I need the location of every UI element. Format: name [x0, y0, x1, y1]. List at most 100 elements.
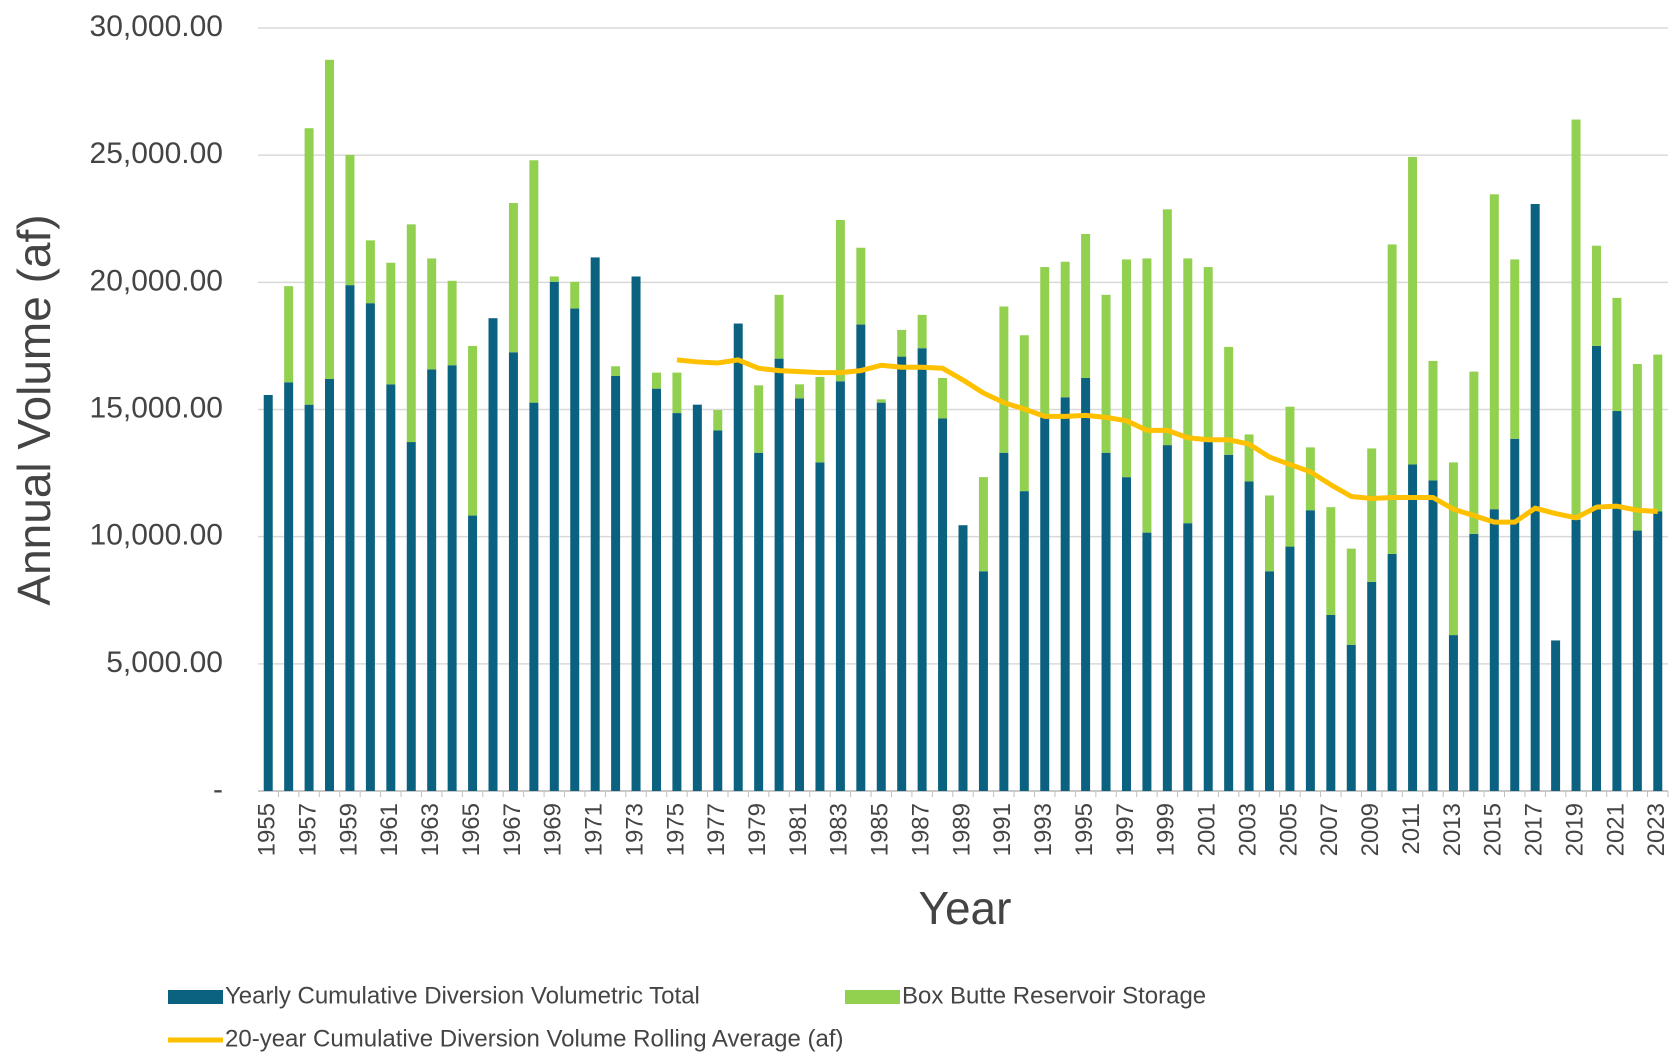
x-tick-label: 2005: [1275, 803, 1302, 856]
bar-segment: [611, 375, 621, 791]
bar-segment: [672, 413, 682, 791]
bar-segment: [304, 404, 314, 791]
bar-segment: [365, 240, 375, 304]
bar-segment: [386, 384, 396, 791]
bar-segment: [856, 324, 866, 791]
bar-segment: [406, 224, 416, 443]
x-tick-label: 1971: [581, 803, 608, 856]
bar-segment: [1305, 447, 1315, 511]
bar-segment: [1408, 156, 1418, 465]
bar-segment: [1101, 452, 1111, 791]
x-tick-label: 1965: [458, 803, 485, 856]
x-tick-label: 1959: [335, 803, 362, 856]
bar-segment: [651, 372, 661, 389]
x-tick-label: 1991: [989, 803, 1016, 856]
x-tick-label: 2013: [1439, 803, 1466, 856]
bar-segment: [938, 377, 948, 419]
bar-segment: [1571, 519, 1581, 791]
x-tick-label: 2019: [1561, 803, 1588, 856]
bar-segment: [692, 404, 702, 791]
bar-segment: [1265, 571, 1275, 791]
bar-segment: [447, 280, 457, 366]
bar-segment: [1591, 345, 1601, 791]
bar-segment: [1530, 203, 1540, 792]
bar-segment: [856, 247, 866, 325]
bar-segment: [488, 318, 498, 791]
bar-segment: [917, 348, 927, 791]
bar-segment: [427, 258, 437, 370]
bar-segment: [1632, 363, 1642, 531]
bar-segment: [570, 308, 580, 791]
y-axis-title: Annual Volume (af): [8, 214, 60, 605]
bar-segment: [427, 369, 437, 791]
bar-segment: [1612, 297, 1622, 412]
y-tick-label: 5,000.00: [106, 646, 223, 679]
bar-segment: [1469, 533, 1479, 791]
bar-segment: [1101, 294, 1111, 453]
bar-segment: [1653, 511, 1663, 791]
bar-segment: [468, 515, 478, 791]
bar-segment: [1428, 360, 1438, 481]
bar-segment: [774, 294, 784, 359]
bar-segment: [1285, 406, 1295, 547]
x-tick-label: 1997: [1112, 803, 1139, 856]
bar-segment: [406, 442, 416, 791]
x-tick-label: 2023: [1643, 803, 1670, 856]
bar-segment: [1244, 434, 1254, 482]
bar-segment: [897, 356, 907, 791]
bar-segment: [938, 418, 948, 791]
bar-segment: [611, 366, 621, 376]
bar-segment: [1224, 346, 1234, 455]
legend-swatch: [168, 990, 223, 1004]
bar-segment: [733, 323, 743, 791]
bar-segment: [1019, 335, 1029, 492]
bar-segment: [1285, 546, 1295, 791]
bar-segment: [447, 365, 457, 791]
bar-segment: [1612, 411, 1622, 791]
bar-segment: [917, 314, 927, 349]
bar-segment: [999, 452, 1009, 791]
bar-segment: [468, 345, 478, 516]
legend-label: 20-year Cumulative Diversion Volume Roll…: [225, 1025, 844, 1052]
bar-segment: [1367, 448, 1377, 582]
bar-segment: [1408, 464, 1418, 791]
bar-segment: [1571, 119, 1581, 520]
x-tick-label: 1973: [621, 803, 648, 856]
bar-segment: [978, 477, 988, 572]
x-tick-label: 2015: [1480, 803, 1507, 856]
bar-segment: [325, 378, 335, 791]
y-tick-label: 20,000.00: [90, 264, 223, 297]
bar-segment: [345, 285, 355, 791]
y-tick-label: 30,000.00: [90, 10, 223, 43]
bar-segment: [876, 399, 886, 403]
bar-segment: [795, 398, 805, 791]
bar-segment: [1121, 477, 1131, 791]
bar-segment: [651, 388, 661, 791]
bar-segment: [1387, 244, 1397, 554]
line: [676, 357, 1658, 525]
bar-segment: [754, 452, 764, 791]
x-tick-label: 1967: [499, 803, 526, 856]
bar-segment: [978, 571, 988, 791]
bar-segment: [1428, 480, 1438, 791]
bar-segment: [1081, 234, 1091, 378]
legend-label: Yearly Cumulative Diversion Volumetric T…: [225, 982, 700, 1009]
bar-segment: [1060, 397, 1070, 791]
bar-segment: [1632, 530, 1642, 791]
x-tick-label: 1963: [417, 803, 444, 856]
x-tick-label: 1989: [948, 803, 975, 856]
bar-segment: [1203, 267, 1213, 443]
bar-segment: [1183, 258, 1193, 524]
bar-segment: [263, 395, 273, 791]
bar-segment: [774, 358, 784, 791]
x-tick-label: 1977: [703, 803, 730, 856]
bar-segment: [1448, 635, 1458, 791]
bar-segment: [1040, 267, 1050, 417]
y-tick-label: -: [213, 773, 223, 806]
bar-segment: [876, 402, 886, 791]
bar-segment: [713, 430, 723, 791]
bar-segment: [1387, 553, 1397, 791]
bar-segment: [325, 59, 335, 379]
x-tick-label: 2011: [1398, 803, 1425, 855]
